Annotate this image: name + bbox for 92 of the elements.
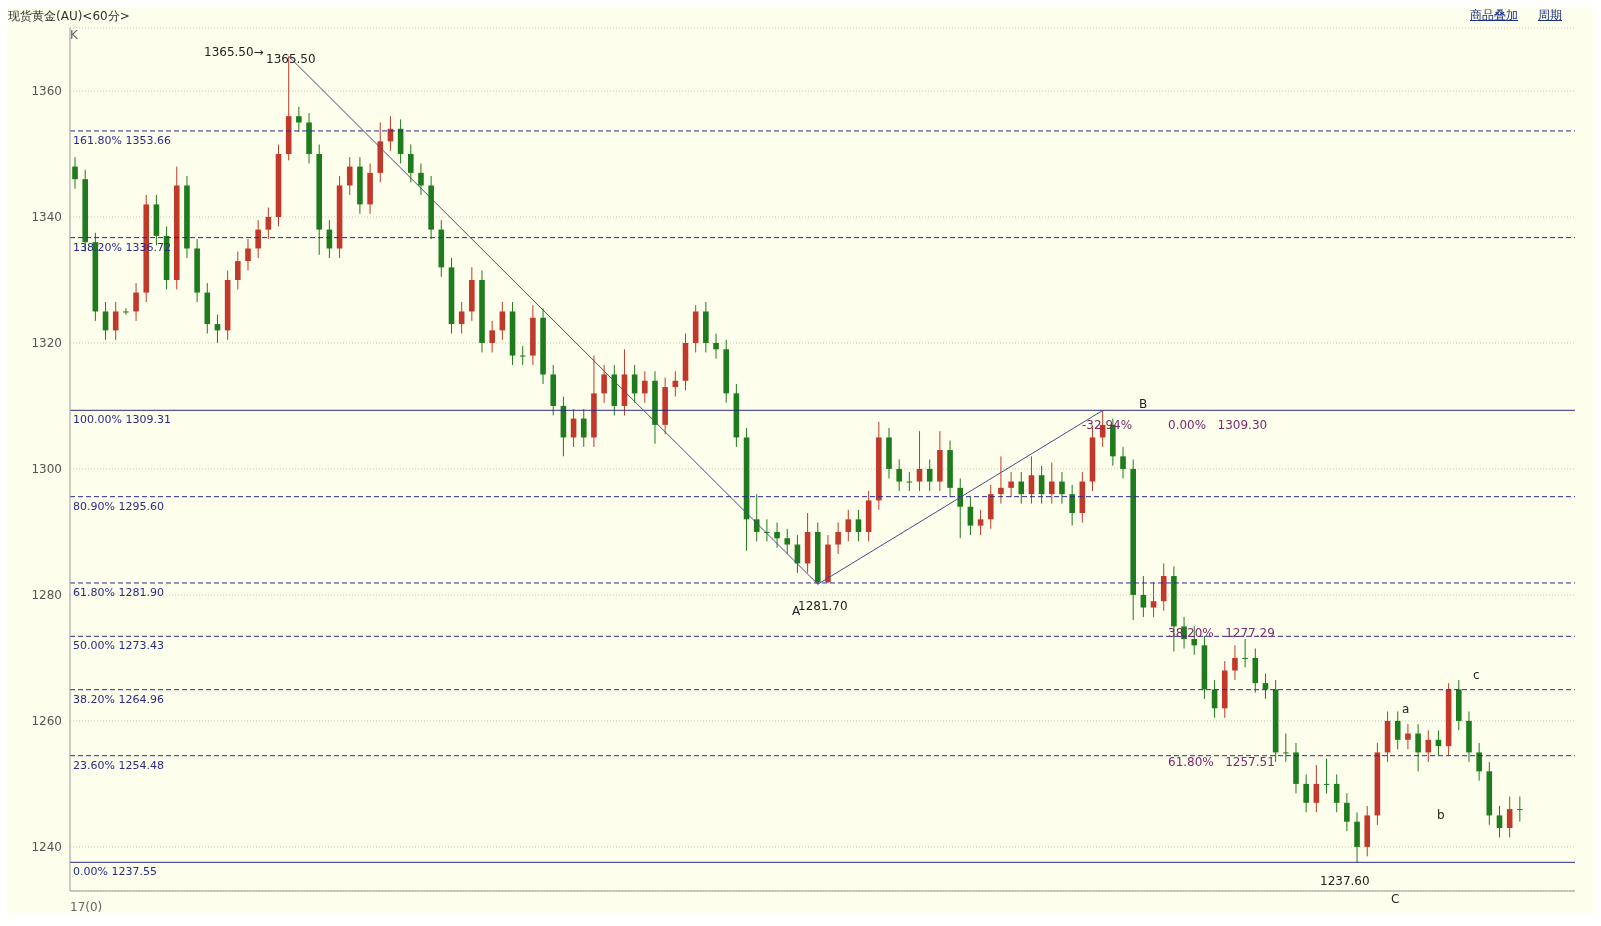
annotation: a [1402,702,1410,716]
candlestick [896,459,902,492]
candlestick [1059,471,1065,505]
candlestick [845,509,852,542]
candlestick [713,333,719,360]
candlestick [580,408,587,448]
candlestick [1506,796,1513,838]
candlestick [235,251,241,290]
ref-line-label: 61.80% 1281.90 [73,585,164,599]
ref-line-label: 80.90% 1295.60 [73,499,164,513]
candlestick [631,364,638,404]
candlestick [1018,471,1025,505]
annotation: 1365.50 [266,52,316,66]
candlestick [418,162,424,196]
candlestick [123,307,129,316]
candlestick [519,345,526,366]
candlestick [753,493,760,542]
candlestick [499,301,506,341]
candlestick [1038,465,1045,505]
candlestick [1069,484,1075,527]
candlestick [916,430,923,492]
candlestick [245,238,251,272]
annotation: c [1473,668,1480,682]
ref-line-label: 50.00% 1273.43 [73,639,164,653]
candlestick [1517,796,1523,823]
annotation: 1365.50→ [204,45,264,59]
candlestick [1140,575,1147,618]
candlestick [1496,805,1503,838]
candlestick [926,459,933,492]
candlestick [265,207,272,240]
candlestick [133,282,139,322]
candlestick [855,509,862,542]
candlestick [1476,742,1482,782]
candlestick [1333,773,1340,813]
annotation: A [792,604,801,618]
candlestick [998,455,1004,505]
y-tick-label: 1280 [31,588,62,603]
candlestick [1405,723,1411,750]
candlestick [407,144,414,183]
annotation: 1281.70 [798,599,848,613]
candlestick [835,521,841,555]
annotation: 0.00% 1309.30 [1168,418,1268,432]
ref-line-label: 0.00% 1237.55 [73,865,157,879]
ref-line-label: 38.20% 1264.96 [73,692,164,706]
candlestick [1242,638,1248,668]
candlestick [1303,773,1309,813]
y-tick-label: 1300 [31,462,62,477]
ref-line-label: 23.60% 1254.48 [73,758,164,772]
candlestick [72,156,78,190]
chart-title: 现货黄金(AU)<60分> [8,8,130,25]
y-tick-label: 1320 [31,336,62,351]
text: 周期 [1538,8,1562,22]
y-tick-label: 1360 [31,84,62,99]
text: 商品叠加 [1470,8,1518,22]
candlestick [1150,581,1157,618]
candlestick [1028,455,1035,505]
y-tick-label: 1260 [31,714,62,729]
y-tick-label: 1240 [31,840,62,855]
annotation: 61.80% 1257.51 [1168,755,1275,769]
y-tick-label: 1340 [31,210,62,225]
text: 17(0) [70,900,103,914]
ref-line-label: 161.80% 1353.66 [73,133,171,147]
candlestick [1425,729,1432,763]
annotation: b [1437,808,1445,822]
candlestick [967,496,974,536]
candlestick [774,521,780,549]
annotation: K [70,28,78,42]
candlestick [1008,471,1014,498]
candlestick [1120,446,1126,479]
text: C [1391,892,1400,906]
annotation: B [1139,397,1148,411]
annotation: 1237.60 [1320,874,1370,888]
candlestick [601,364,607,404]
candlestick [489,320,495,353]
candlestick [1313,764,1320,813]
ref-line-label: 100.00% 1309.31 [73,413,171,427]
candlestick [296,106,302,133]
candlestick [102,301,109,341]
candlestick [1344,792,1350,832]
candlestick [458,301,465,335]
candlestick [346,156,353,196]
candlestick [977,509,984,536]
candlestick [1232,644,1238,681]
candlestick [784,528,791,555]
candlestick [957,477,964,539]
candlestick [255,219,261,259]
candlestick [1283,733,1289,763]
candlestick [1415,723,1421,772]
candlestick [112,301,119,341]
candlestick [1394,710,1401,750]
candlestick [642,370,648,404]
candlestick [1049,462,1055,505]
